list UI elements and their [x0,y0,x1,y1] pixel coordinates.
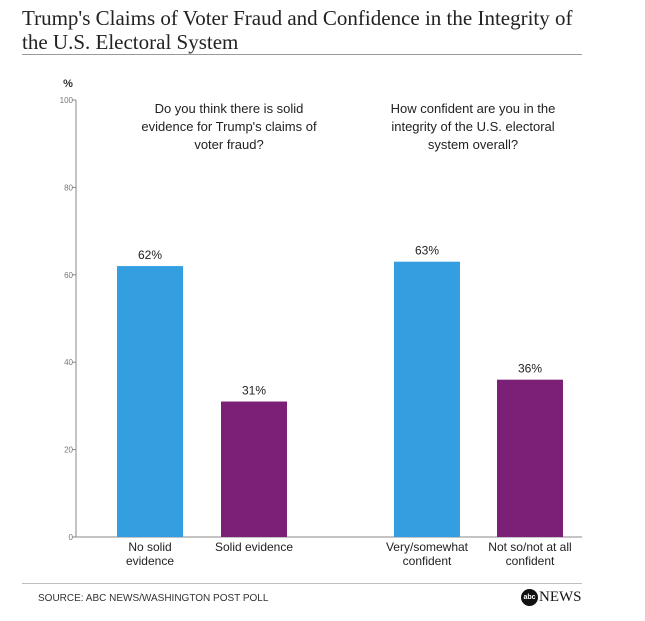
y-tick-label: 80 [64,183,73,192]
y-tick-label: 0 [69,533,74,542]
category-label: Solid evidence [215,540,293,554]
y-axis-label: % [63,78,73,90]
bar [221,401,287,537]
group-question-line: How confident are you in the [391,101,556,116]
bar-value-label: 63% [415,244,439,258]
news-logo-text: NEWS [539,588,582,605]
group-question-line: Do you think there is solid [155,101,304,116]
bar-value-label: 62% [138,248,162,262]
bar [497,379,563,537]
group-question-line: voter fraud? [194,137,263,152]
bar-value-label: 31% [242,384,266,398]
abc-logo-mark: abc [521,588,538,606]
source-note: SOURCE: ABC NEWS/WASHINGTON POST POLL [38,593,269,604]
footer-rule [22,583,582,584]
y-tick-label: 20 [64,446,73,455]
group-question-line: integrity of the U.S. electoral [391,119,554,134]
bar [394,261,460,537]
group-question-line: system overall? [428,137,518,152]
group-question-line: evidence for Trump's claims of [141,119,317,134]
category-label: Not so/not at all [488,540,571,554]
category-label: Very/somewhat [386,540,469,554]
y-tick-label: 60 [64,271,73,280]
chart-title: Trump's Claims of Voter Fraud and Confid… [22,6,573,54]
category-label: confident [403,554,452,568]
abc-news-logo: abc NEWS [521,588,582,606]
y-tick-label: 40 [64,358,73,367]
category-label: evidence [126,554,174,568]
bar [117,266,183,537]
bar-value-label: 36% [518,362,542,376]
title-rule [22,54,582,55]
category-label: confident [506,554,555,568]
category-label: No solid [128,540,171,554]
y-tick-label: 100 [60,96,74,105]
